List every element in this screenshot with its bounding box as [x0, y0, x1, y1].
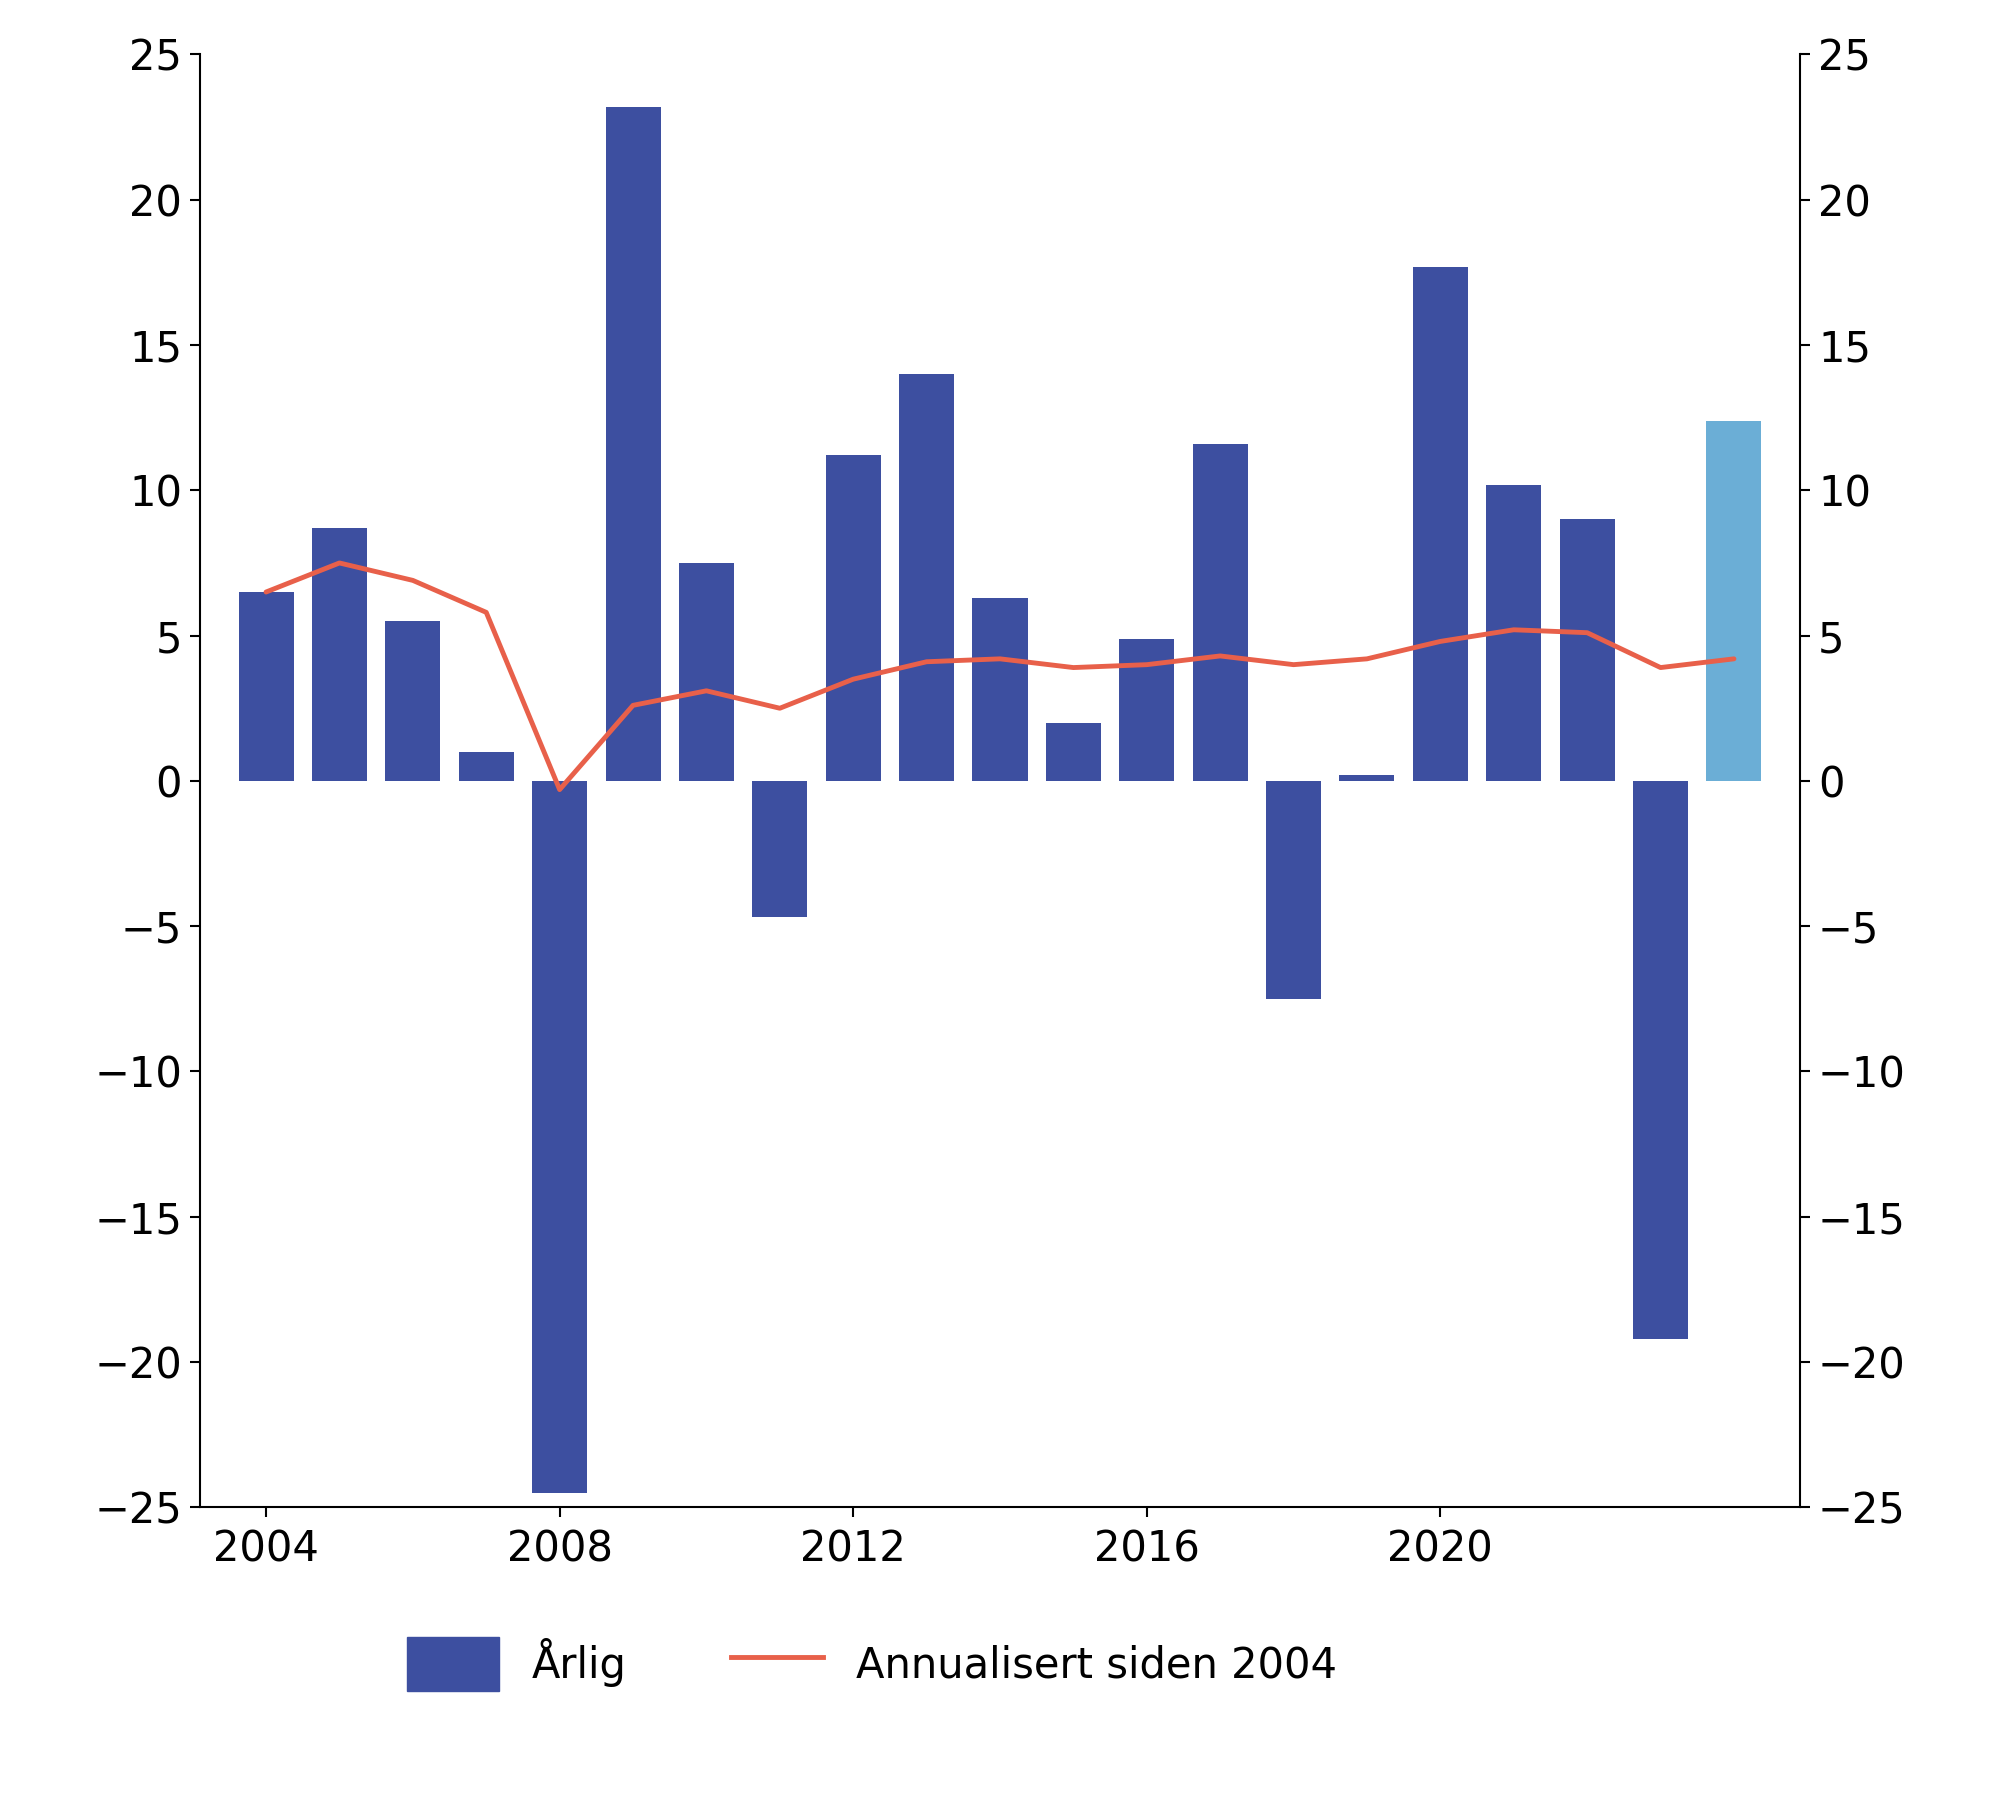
- Bar: [1412, 267, 1468, 781]
- Bar: [532, 781, 588, 1493]
- Bar: [606, 107, 660, 781]
- Bar: [826, 456, 880, 781]
- Bar: [458, 752, 514, 781]
- Bar: [386, 621, 440, 781]
- Bar: [1706, 421, 1762, 781]
- Bar: [972, 597, 1028, 781]
- Bar: [1340, 775, 1394, 781]
- Bar: [1560, 519, 1614, 781]
- Bar: [1486, 485, 1542, 781]
- Bar: [312, 528, 366, 781]
- Bar: [752, 781, 808, 917]
- Bar: [1120, 639, 1174, 781]
- Bar: [1266, 781, 1322, 999]
- Bar: [1046, 723, 1100, 781]
- Bar: [900, 374, 954, 781]
- Bar: [1192, 443, 1248, 781]
- Bar: [1634, 781, 1688, 1338]
- Legend: Årlig, Annualisert siden 2004: Årlig, Annualisert siden 2004: [386, 1616, 1358, 1712]
- Bar: [238, 592, 294, 781]
- Bar: [678, 563, 734, 781]
